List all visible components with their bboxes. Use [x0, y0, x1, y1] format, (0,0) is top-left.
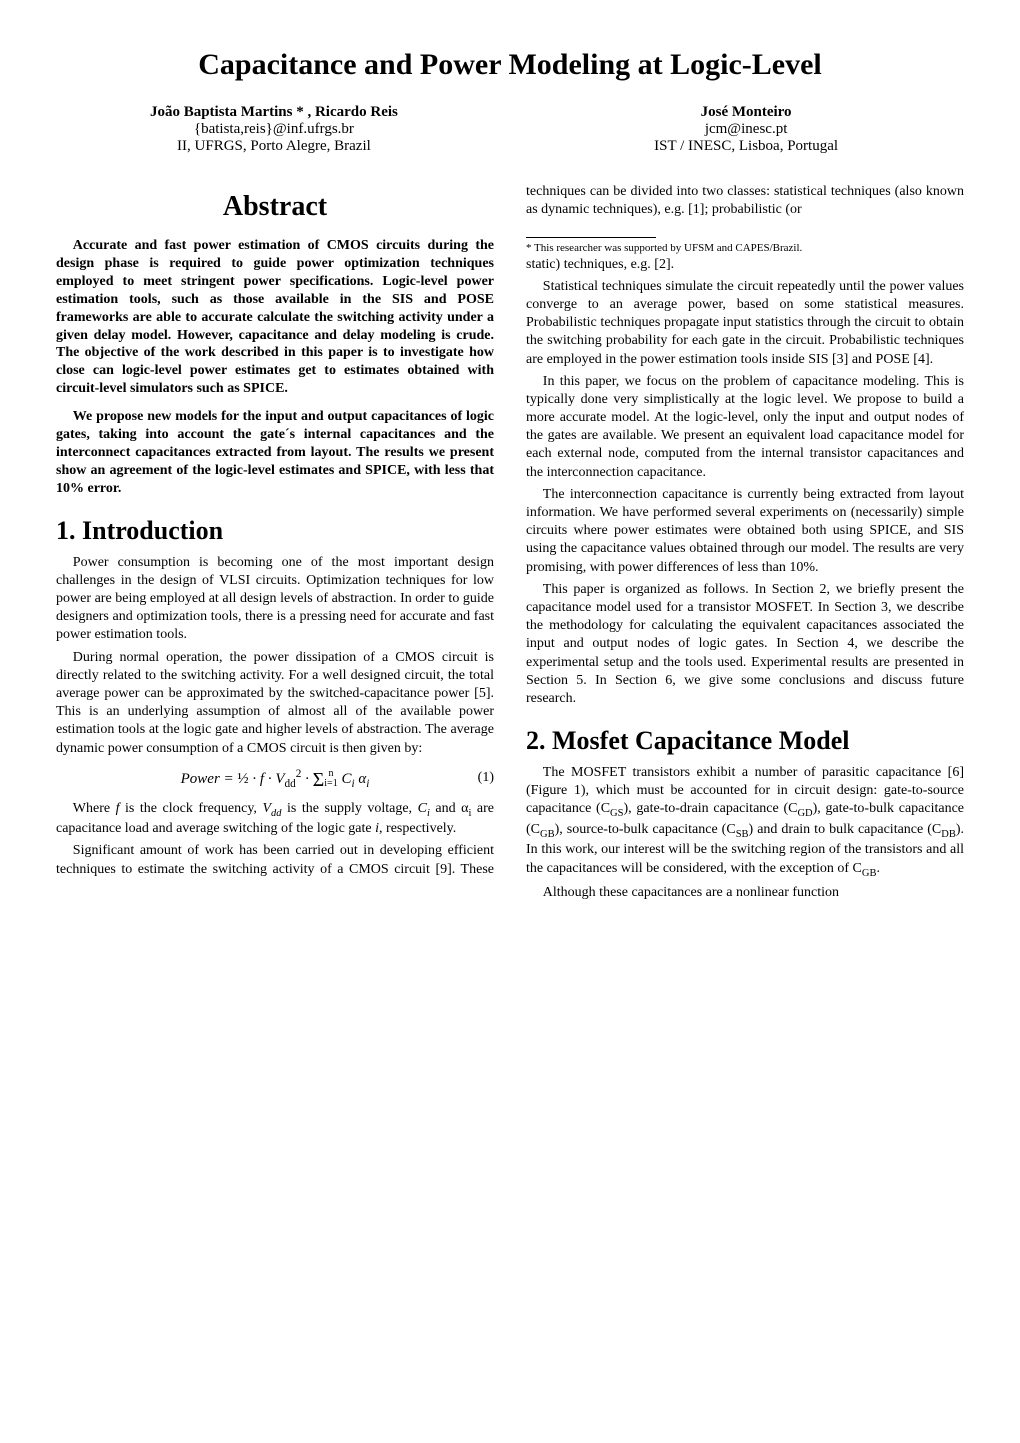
author-right-name: José Monteiro: [528, 104, 964, 121]
author-left-name: João Baptista Martins * , Ricardo Reis: [56, 104, 492, 121]
s1-p1: Power consumption is becoming one of the…: [56, 554, 494, 645]
authors-row: João Baptista Martins * , Ricardo Reis {…: [56, 104, 964, 155]
author-left-affiliation: II, UFRGS, Porto Alegre, Brazil: [56, 138, 492, 155]
abstract-p1: Accurate and fast power estimation of CM…: [56, 237, 494, 398]
abstract-heading: Abstract: [56, 191, 494, 223]
equation-1: Power = ½ · f · Vdd2 · Σni=1 Ci αi: [56, 766, 494, 790]
author-right-affiliation: IST / INESC, Lisboa, Portugal: [528, 138, 964, 155]
abstract-p2: We propose new models for the input and …: [56, 408, 494, 498]
s2-p1: The MOSFET transistors exhibit a number …: [526, 764, 964, 880]
footnote-separator: [526, 237, 656, 238]
s1-p8: The interconnection capacitance is curre…: [526, 486, 964, 577]
section-2-heading: 2. Mosfet Capacitance Model: [526, 726, 964, 756]
s2-p2: Although these capacitances are a nonlin…: [526, 884, 964, 902]
abstract-block: Accurate and fast power estimation of CM…: [56, 237, 494, 498]
author-left-block: João Baptista Martins * , Ricardo Reis {…: [56, 104, 492, 155]
author-right-email: jcm@inesc.pt: [528, 121, 964, 138]
s1-p3: Where f is the clock frequency, Vdd is t…: [56, 800, 494, 839]
equation-1-number: (1): [478, 770, 494, 786]
footnote-text: * This researcher was supported by UFSM …: [526, 242, 964, 255]
s1-p5: static) techniques, e.g. [2].: [526, 256, 964, 274]
two-column-body: Abstract Accurate and fast power estimat…: [56, 183, 964, 902]
author-right-block: José Monteiro jcm@inesc.pt IST / INESC, …: [528, 104, 964, 155]
section-1-heading: 1. Introduction: [56, 516, 494, 546]
paper-title: Capacitance and Power Modeling at Logic-…: [56, 48, 964, 82]
author-left-email: {batista,reis}@inf.ufrgs.br: [56, 121, 492, 138]
s1-p6: Statistical techniques simulate the circ…: [526, 278, 964, 369]
equation-1-row: Power = ½ · f · Vdd2 · Σni=1 Ci αi (1): [56, 766, 494, 790]
s1-p7: In this paper, we focus on the problem o…: [526, 373, 964, 482]
footnote-block: * This researcher was supported by UFSM …: [526, 237, 964, 255]
s1-p2: During normal operation, the power dissi…: [56, 649, 494, 758]
s1-p9: This paper is organized as follows. In S…: [526, 581, 964, 708]
